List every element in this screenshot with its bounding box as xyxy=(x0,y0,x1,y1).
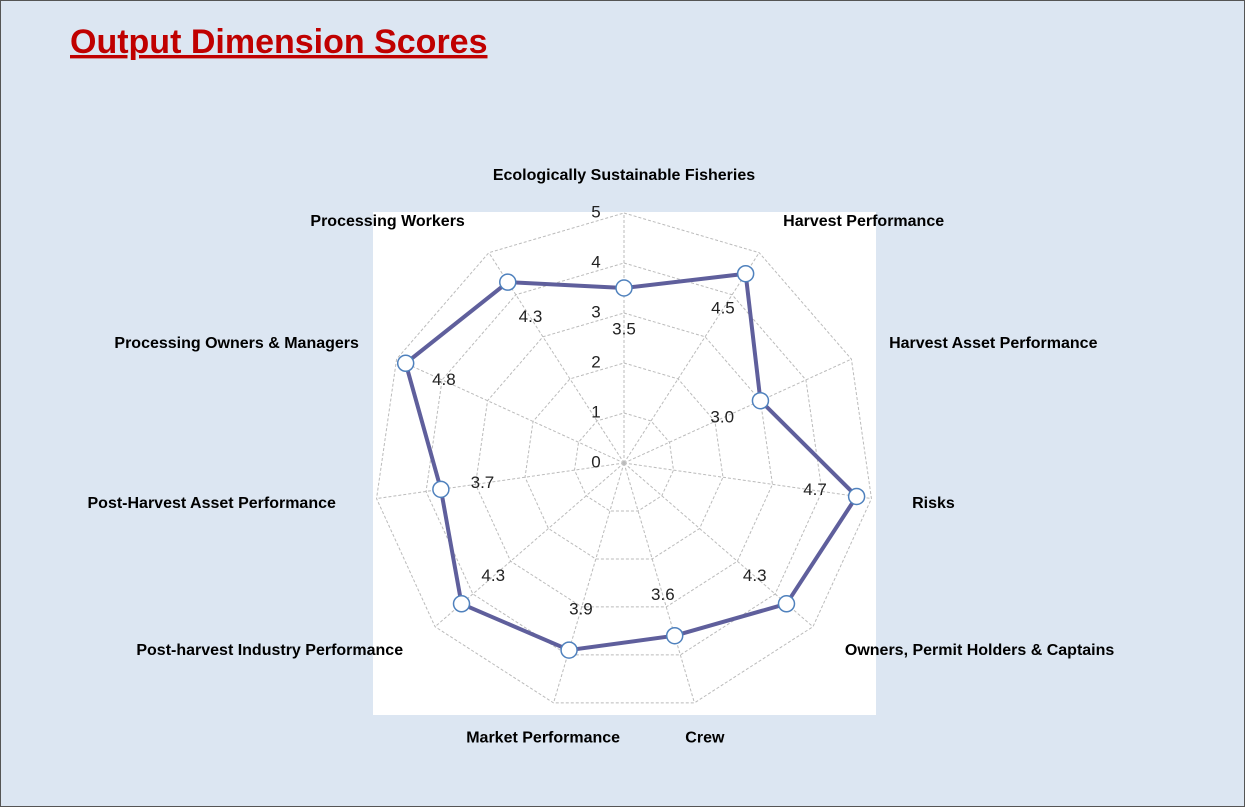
category-label: Processing Owners & Managers xyxy=(114,335,359,352)
value-label: 4.8 xyxy=(432,370,456,389)
grid-ring xyxy=(376,212,872,704)
grid-ring xyxy=(573,412,675,512)
r-tick-label: 4 xyxy=(591,252,600,271)
data-point xyxy=(751,391,770,410)
r-tick-label: 1 xyxy=(591,402,600,421)
value-label: 4.3 xyxy=(519,307,543,326)
data-point xyxy=(432,480,450,499)
spoke xyxy=(623,462,872,500)
spoke xyxy=(623,358,852,464)
grid-ring xyxy=(524,362,724,560)
value-label: 3.9 xyxy=(569,599,593,618)
category-label: Owners, Permit Holders & Captains xyxy=(845,642,1115,659)
r-tick-label: 3 xyxy=(591,302,600,321)
r-tick-label: 0 xyxy=(591,452,600,471)
data-point xyxy=(499,273,517,291)
category-label: Market Performance xyxy=(466,730,620,747)
data-point xyxy=(396,354,415,373)
value-label: 3.7 xyxy=(471,473,495,492)
spoke xyxy=(434,462,625,628)
data-point xyxy=(615,279,633,297)
data-point xyxy=(560,641,578,659)
value-label: 3.5 xyxy=(612,319,636,338)
category-label: Harvest Performance xyxy=(783,213,944,230)
category-label: Harvest Asset Performance xyxy=(889,335,1098,352)
category-label: Crew xyxy=(685,730,725,747)
category-label: Processing Workers xyxy=(310,213,465,230)
chart-title: Output Dimension Scores xyxy=(70,23,488,61)
data-point xyxy=(452,595,471,613)
category-label: Risks xyxy=(912,495,955,512)
spoke xyxy=(376,462,625,500)
value-label: 3.0 xyxy=(710,408,734,427)
r-tick-label: 5 xyxy=(591,202,600,221)
spoke xyxy=(623,462,814,628)
value-label: 4.3 xyxy=(481,566,505,585)
spoke xyxy=(623,252,760,464)
grid-ring xyxy=(425,262,823,656)
value-label: 4.3 xyxy=(743,566,767,585)
r-tick-label: 2 xyxy=(591,352,600,371)
category-label: Ecologically Sustainable Fisheries xyxy=(493,167,755,184)
data-point xyxy=(665,626,684,645)
data-point xyxy=(736,264,755,283)
category-label: Post-Harvest Asset Performance xyxy=(88,495,337,512)
spoke xyxy=(623,462,695,704)
data-point xyxy=(847,487,866,506)
spoke xyxy=(553,462,625,704)
category-label: Post-harvest Industry Performance xyxy=(136,642,403,659)
data-point xyxy=(777,595,796,613)
value-label: 4.5 xyxy=(711,299,735,318)
spoke xyxy=(396,358,625,464)
value-label: 3.6 xyxy=(651,585,675,604)
spoke xyxy=(488,252,625,464)
series-line xyxy=(403,271,860,653)
value-label: 4.7 xyxy=(803,480,827,499)
